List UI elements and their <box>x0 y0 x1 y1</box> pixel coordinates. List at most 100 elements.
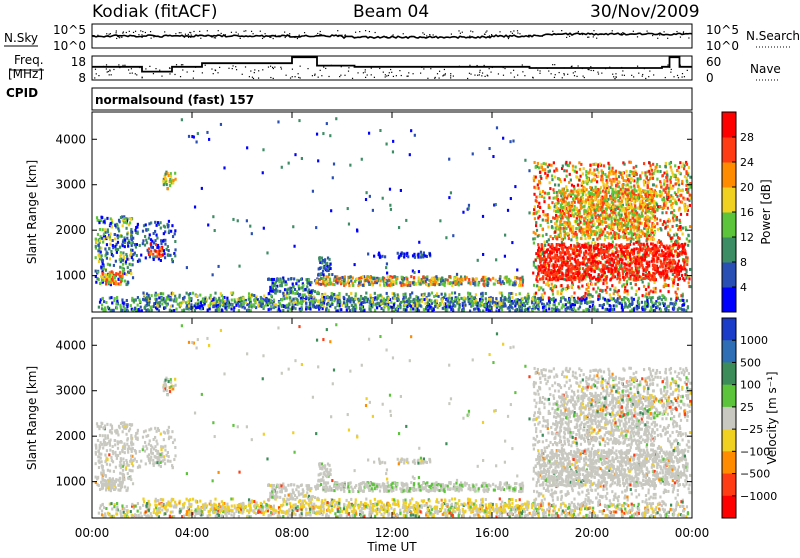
noise-search-point <box>429 34 430 35</box>
power-cell <box>665 226 667 229</box>
power-cell <box>558 177 560 180</box>
power-cell <box>403 252 405 255</box>
power-cell <box>439 302 441 305</box>
power-cell <box>466 276 468 279</box>
nave-point <box>444 69 445 70</box>
power-cell <box>629 275 631 278</box>
noise-search-point <box>683 33 684 34</box>
noise-search-point <box>206 35 207 36</box>
power-cell <box>221 308 223 311</box>
power-cell <box>211 302 213 305</box>
power-cell <box>531 297 533 300</box>
power-cell <box>405 303 407 306</box>
power-cell <box>384 302 386 305</box>
noise-search-point <box>460 33 461 34</box>
power-cell <box>565 303 567 306</box>
power-cell <box>197 303 199 306</box>
power-cell <box>95 256 97 259</box>
power-cell <box>159 247 161 250</box>
power-cell <box>448 293 450 296</box>
power-cell <box>437 304 439 307</box>
power-cell <box>321 294 323 297</box>
power-cell <box>562 165 564 168</box>
power-cell <box>585 288 587 291</box>
power-cell <box>649 173 651 176</box>
power-cell <box>398 298 400 301</box>
power-cell <box>374 292 376 295</box>
power-cell <box>122 251 124 254</box>
nave-point <box>96 73 97 74</box>
power-cell <box>107 263 109 266</box>
power-cell <box>153 258 155 261</box>
power-cell <box>652 290 654 293</box>
nave-point <box>423 68 424 69</box>
power-cell <box>288 292 290 295</box>
nave-point <box>323 67 324 68</box>
power-cell <box>331 296 333 299</box>
nave-point <box>601 73 602 74</box>
power-cell <box>518 284 520 287</box>
power-cell <box>679 225 681 228</box>
noise-search-point <box>140 30 141 31</box>
power-cell <box>361 306 363 309</box>
power-cell <box>537 235 539 238</box>
power-cell <box>125 260 127 263</box>
power-cell <box>358 281 360 284</box>
power-cell <box>404 293 406 296</box>
power-cell <box>554 231 556 234</box>
nave-point <box>95 69 96 70</box>
nave-point <box>437 73 438 74</box>
power-cell <box>593 169 595 172</box>
power-cell <box>318 282 320 285</box>
power-cell <box>672 284 674 287</box>
power-cell <box>681 232 683 235</box>
power-cell <box>128 241 130 244</box>
noise-search-point <box>354 37 355 38</box>
power-cell <box>101 297 103 300</box>
power-cell <box>678 307 680 310</box>
noise-search-point <box>566 37 567 38</box>
noise-search-point <box>589 34 590 35</box>
power-cell <box>220 292 222 295</box>
power-cell <box>620 264 622 267</box>
noise-search-point <box>317 33 318 34</box>
power-cell <box>668 290 670 293</box>
nave-point <box>118 64 119 65</box>
power-cell <box>485 297 487 300</box>
power-cell <box>109 275 111 278</box>
power-cell <box>450 300 452 303</box>
power-cell <box>611 284 613 287</box>
power-cell <box>343 301 345 304</box>
power-cell <box>604 298 606 301</box>
power-cell <box>118 219 120 222</box>
power-cell <box>114 233 116 236</box>
power-cell <box>569 161 571 164</box>
power-cell <box>369 294 371 297</box>
power-cell <box>182 300 184 303</box>
noise-search-point <box>126 32 127 33</box>
power-cell <box>575 166 577 169</box>
power-cell <box>485 300 487 303</box>
nave-point <box>348 67 349 68</box>
power-cell <box>109 263 111 266</box>
power-cell <box>509 297 511 300</box>
power-cell <box>661 211 663 214</box>
power-cell <box>627 306 629 309</box>
noise-search-point <box>601 34 602 35</box>
power-cell <box>411 291 413 294</box>
power-cell <box>218 308 220 311</box>
power-cell <box>685 277 687 280</box>
nave-point <box>325 68 326 69</box>
power-cell <box>245 301 247 304</box>
power-cell <box>151 309 153 312</box>
power-cell <box>551 201 553 204</box>
power-cell <box>542 234 544 237</box>
nave-point <box>286 75 287 76</box>
power-cell <box>535 266 537 269</box>
nave-point <box>367 74 368 75</box>
power-cell <box>659 289 661 292</box>
power-cell <box>122 244 124 247</box>
power-cell <box>566 169 568 172</box>
noise-search-point <box>243 31 244 32</box>
nave-point <box>235 66 236 67</box>
